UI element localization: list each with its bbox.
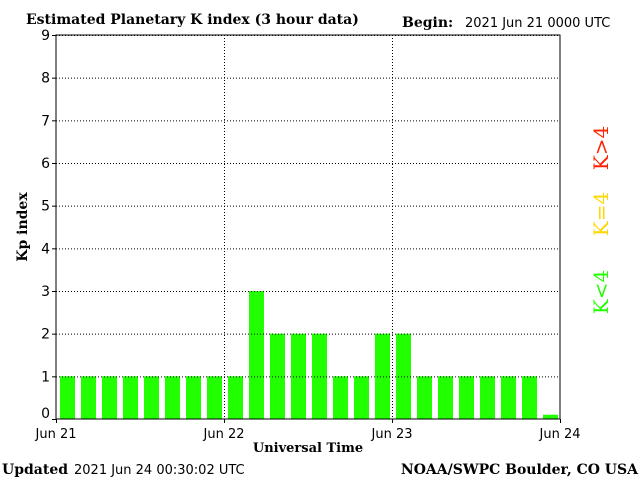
begin-value: 2021 Jun 21 0000 UTC: [465, 16, 610, 31]
kp-bar: [207, 376, 222, 419]
kp-bar: [459, 376, 474, 419]
y-tick-label: 3: [41, 284, 50, 300]
kp-bar: [312, 333, 327, 419]
kp-bar: [144, 376, 159, 419]
legend-k-equal: K=4: [589, 192, 613, 236]
x-tick-label: Jun 22: [203, 427, 245, 442]
legend-k-low: K<4: [589, 270, 613, 314]
gridlines-group: [56, 35, 560, 419]
y-tick-label: 5: [41, 199, 50, 215]
kp-bar: [81, 376, 96, 419]
kp-bar: [291, 333, 306, 419]
kp-bar: [186, 376, 201, 419]
y-tick-label: 7: [41, 113, 50, 129]
kp-bar: [102, 376, 117, 419]
y-tick-label: 0: [41, 406, 50, 422]
x-axis-ticks: Jun 21 Jun 22 Jun 23 Jun 24: [35, 419, 581, 442]
chart-title: Estimated Planetary K index (3 hour data…: [26, 12, 359, 28]
kp-bar: [501, 376, 516, 419]
kp-bar: [123, 376, 138, 419]
kp-bar: [165, 376, 180, 419]
updated-label: Updated: [2, 462, 68, 478]
x-tick-label: Jun 21: [35, 427, 77, 442]
bars-group: [60, 291, 558, 419]
kp-bar: [480, 376, 495, 419]
kp-bar: [396, 333, 411, 419]
kp-bar: [375, 333, 390, 419]
y-tick-label: 8: [41, 71, 50, 87]
x-tick-label: Jun 24: [539, 427, 581, 442]
kp-bar: [60, 376, 75, 419]
kp-bar: [522, 376, 537, 419]
begin-label: Begin:: [402, 15, 453, 31]
kp-bar: [417, 376, 432, 419]
legend-k-high: K>4: [589, 126, 613, 170]
kp-bar: [543, 414, 558, 419]
y-axis-ticks: 0 1 2 3 4 5 6 7 8 9: [41, 28, 56, 422]
updated-value: 2021 Jun 24 00:30:02 UTC: [74, 463, 245, 478]
y-tick-label: 9: [41, 28, 50, 44]
kp-bar: [249, 291, 264, 419]
y-tick-label: 2: [41, 327, 50, 343]
y-tick-label: 1: [41, 369, 50, 385]
plot-frame: [55, 34, 561, 420]
kp-bar: [354, 376, 369, 419]
kp-bar: [270, 333, 285, 419]
kp-bar: [228, 376, 243, 419]
y-axis-label: Kp index: [15, 192, 31, 262]
kp-bar: [438, 376, 453, 419]
kp-bar: [333, 376, 348, 419]
credit-text: NOAA/SWPC Boulder, CO USA: [401, 462, 639, 478]
x-axis-label: Universal Time: [253, 441, 363, 456]
y-tick-label: 4: [41, 241, 50, 257]
y-tick-label: 6: [41, 156, 50, 172]
x-tick-label: Jun 23: [371, 427, 413, 442]
